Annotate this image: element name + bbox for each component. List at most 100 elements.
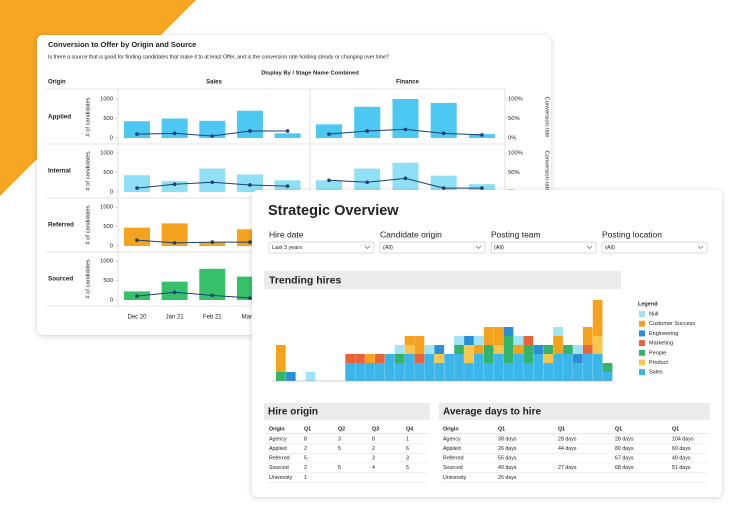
stacked-bar bbox=[424, 345, 435, 354]
y-axis-label: # of candidates bbox=[86, 151, 92, 190]
table-cell: 27 days bbox=[558, 465, 577, 471]
dropdown[interactable] bbox=[268, 241, 375, 254]
legend-label: Null bbox=[649, 311, 658, 317]
table-cell: 2 bbox=[304, 446, 307, 452]
y-tick-label: 1000 bbox=[100, 205, 113, 211]
section-header bbox=[264, 271, 621, 289]
stacked-bar bbox=[404, 336, 415, 345]
stacked-bar bbox=[543, 345, 553, 354]
rate-point bbox=[210, 240, 215, 244]
chevron bbox=[364, 245, 371, 249]
stacked-bar bbox=[573, 354, 583, 363]
stacked-bar bbox=[464, 336, 474, 345]
rate-point bbox=[441, 186, 446, 190]
stacked-bar bbox=[365, 363, 375, 381]
table-cell: 3 bbox=[406, 456, 409, 462]
bar bbox=[274, 133, 301, 138]
legend-swatch bbox=[639, 320, 645, 327]
row-label: Sourced bbox=[48, 276, 73, 283]
chevron bbox=[475, 245, 482, 249]
row-label: Internal bbox=[48, 168, 71, 175]
stacked-bar bbox=[483, 345, 494, 363]
overview-title: Strategic Overview bbox=[268, 203, 399, 219]
x-tick-label: Dec 20 bbox=[127, 315, 147, 321]
rate-point bbox=[210, 180, 215, 185]
y-tick-label: 500 bbox=[103, 116, 113, 122]
table-cell: 6 bbox=[406, 446, 409, 452]
legend-label: Sales bbox=[649, 370, 663, 376]
table-cell: Referred bbox=[269, 456, 290, 462]
legend-swatch bbox=[639, 311, 645, 317]
filter-label: Candidate origin bbox=[380, 229, 442, 239]
stacked-bar bbox=[394, 354, 405, 363]
stacked-bar bbox=[592, 354, 603, 381]
table-cell: 40 days bbox=[498, 465, 517, 471]
y-tick-label: 1000 bbox=[100, 151, 113, 157]
legend-swatch bbox=[639, 359, 645, 366]
legend-swatch bbox=[639, 369, 645, 376]
stacked-bar bbox=[533, 345, 544, 354]
y2-tick-label: 50% bbox=[508, 116, 520, 122]
legend-title: Legend bbox=[638, 301, 658, 307]
stacked-bar bbox=[345, 363, 355, 381]
bar bbox=[354, 106, 381, 138]
stacked-bar bbox=[365, 354, 375, 363]
origin-header: Origin bbox=[48, 80, 66, 86]
stacked-bar bbox=[573, 345, 583, 354]
table-cell: 1 bbox=[406, 436, 409, 442]
table-cell: 49 days bbox=[672, 456, 691, 462]
table-cell: Agency bbox=[443, 436, 461, 442]
display-by: Display By / Stage Name Combined bbox=[261, 71, 359, 77]
column-header: Sales bbox=[206, 80, 222, 86]
stacked-bar bbox=[434, 354, 445, 363]
stacked-bar bbox=[345, 354, 355, 363]
section-header bbox=[264, 403, 430, 420]
stacked-bar bbox=[276, 372, 286, 381]
rate-point bbox=[172, 131, 177, 136]
stacked-bar bbox=[582, 354, 593, 381]
stacked-bar bbox=[602, 363, 613, 372]
y2-tick-label: 50% bbox=[508, 170, 520, 176]
table-cell: 8 bbox=[304, 436, 307, 442]
stacked-bar bbox=[384, 354, 395, 381]
table-header: Q1 bbox=[558, 426, 565, 432]
chevron bbox=[697, 245, 704, 249]
table-cell: Applied bbox=[269, 446, 287, 452]
stacked-bar bbox=[375, 363, 385, 381]
legend-swatch bbox=[639, 349, 645, 356]
table-header: Q1 bbox=[304, 426, 311, 432]
table-cell: 2 bbox=[304, 465, 307, 471]
rate-point bbox=[172, 182, 177, 186]
chevron bbox=[586, 245, 593, 249]
rate-point bbox=[480, 186, 484, 190]
y-tick-label: 1000 bbox=[100, 97, 113, 103]
stacked-bar bbox=[513, 345, 524, 354]
rate-point bbox=[285, 184, 290, 188]
table-header: Q1 bbox=[498, 426, 505, 432]
dropdown-value: (All) bbox=[383, 245, 393, 251]
rate-point bbox=[365, 129, 370, 133]
bar bbox=[199, 242, 226, 246]
y2-axis-label: Conversion rate bbox=[543, 97, 549, 138]
section-title: Hire origin bbox=[268, 407, 318, 418]
row-label: Referred bbox=[48, 222, 74, 229]
rate-point bbox=[135, 294, 139, 298]
dropdown[interactable] bbox=[601, 241, 708, 254]
dropdown[interactable] bbox=[490, 241, 597, 254]
rate-point bbox=[248, 183, 252, 187]
bar bbox=[199, 120, 226, 138]
stacked-bar bbox=[454, 336, 464, 345]
stacked-bar bbox=[573, 363, 583, 381]
y2-tick-label: 100% bbox=[508, 97, 523, 103]
stacked-bar bbox=[493, 327, 504, 345]
stacked-bar bbox=[414, 336, 425, 354]
rate-point bbox=[248, 240, 252, 244]
dropdown[interactable] bbox=[379, 241, 486, 254]
stacked-bar bbox=[523, 336, 534, 345]
rate-point bbox=[480, 133, 484, 137]
legend-label: Product bbox=[649, 360, 668, 366]
stacked-bar bbox=[434, 363, 445, 381]
y-axis-label: # of candidates bbox=[86, 97, 92, 136]
stacked-bar bbox=[404, 354, 415, 381]
table-cell: Agency bbox=[269, 436, 287, 442]
